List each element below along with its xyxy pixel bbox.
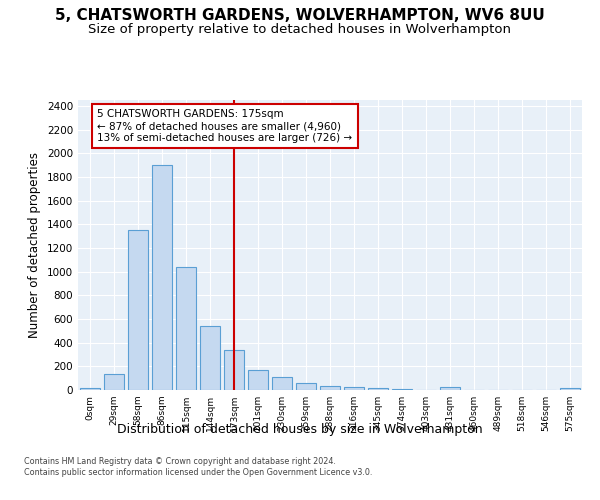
Bar [368,388,388,390]
Text: 5 CHATSWORTH GARDENS: 175sqm
← 87% of detached houses are smaller (4,960)
13% of: 5 CHATSWORTH GARDENS: 175sqm ← 87% of de… [97,110,352,142]
Bar [392,389,412,390]
Bar [176,267,196,390]
Bar [440,387,460,390]
Bar [560,388,580,390]
Text: 5, CHATSWORTH GARDENS, WOLVERHAMPTON, WV6 8UU: 5, CHATSWORTH GARDENS, WOLVERHAMPTON, WV… [55,8,545,22]
Text: Contains HM Land Registry data © Crown copyright and database right 2024.
Contai: Contains HM Land Registry data © Crown c… [24,458,373,477]
Text: Distribution of detached houses by size in Wolverhampton: Distribution of detached houses by size … [117,422,483,436]
Y-axis label: Number of detached properties: Number of detached properties [28,152,41,338]
Bar [128,230,148,390]
Bar [344,387,364,390]
Bar [80,388,100,390]
Bar [224,350,244,390]
Bar [200,326,220,390]
Bar [248,370,268,390]
Bar [152,165,172,390]
Bar [296,383,316,390]
Text: Size of property relative to detached houses in Wolverhampton: Size of property relative to detached ho… [89,22,511,36]
Bar [104,374,124,390]
Bar [320,386,340,390]
Bar [272,377,292,390]
